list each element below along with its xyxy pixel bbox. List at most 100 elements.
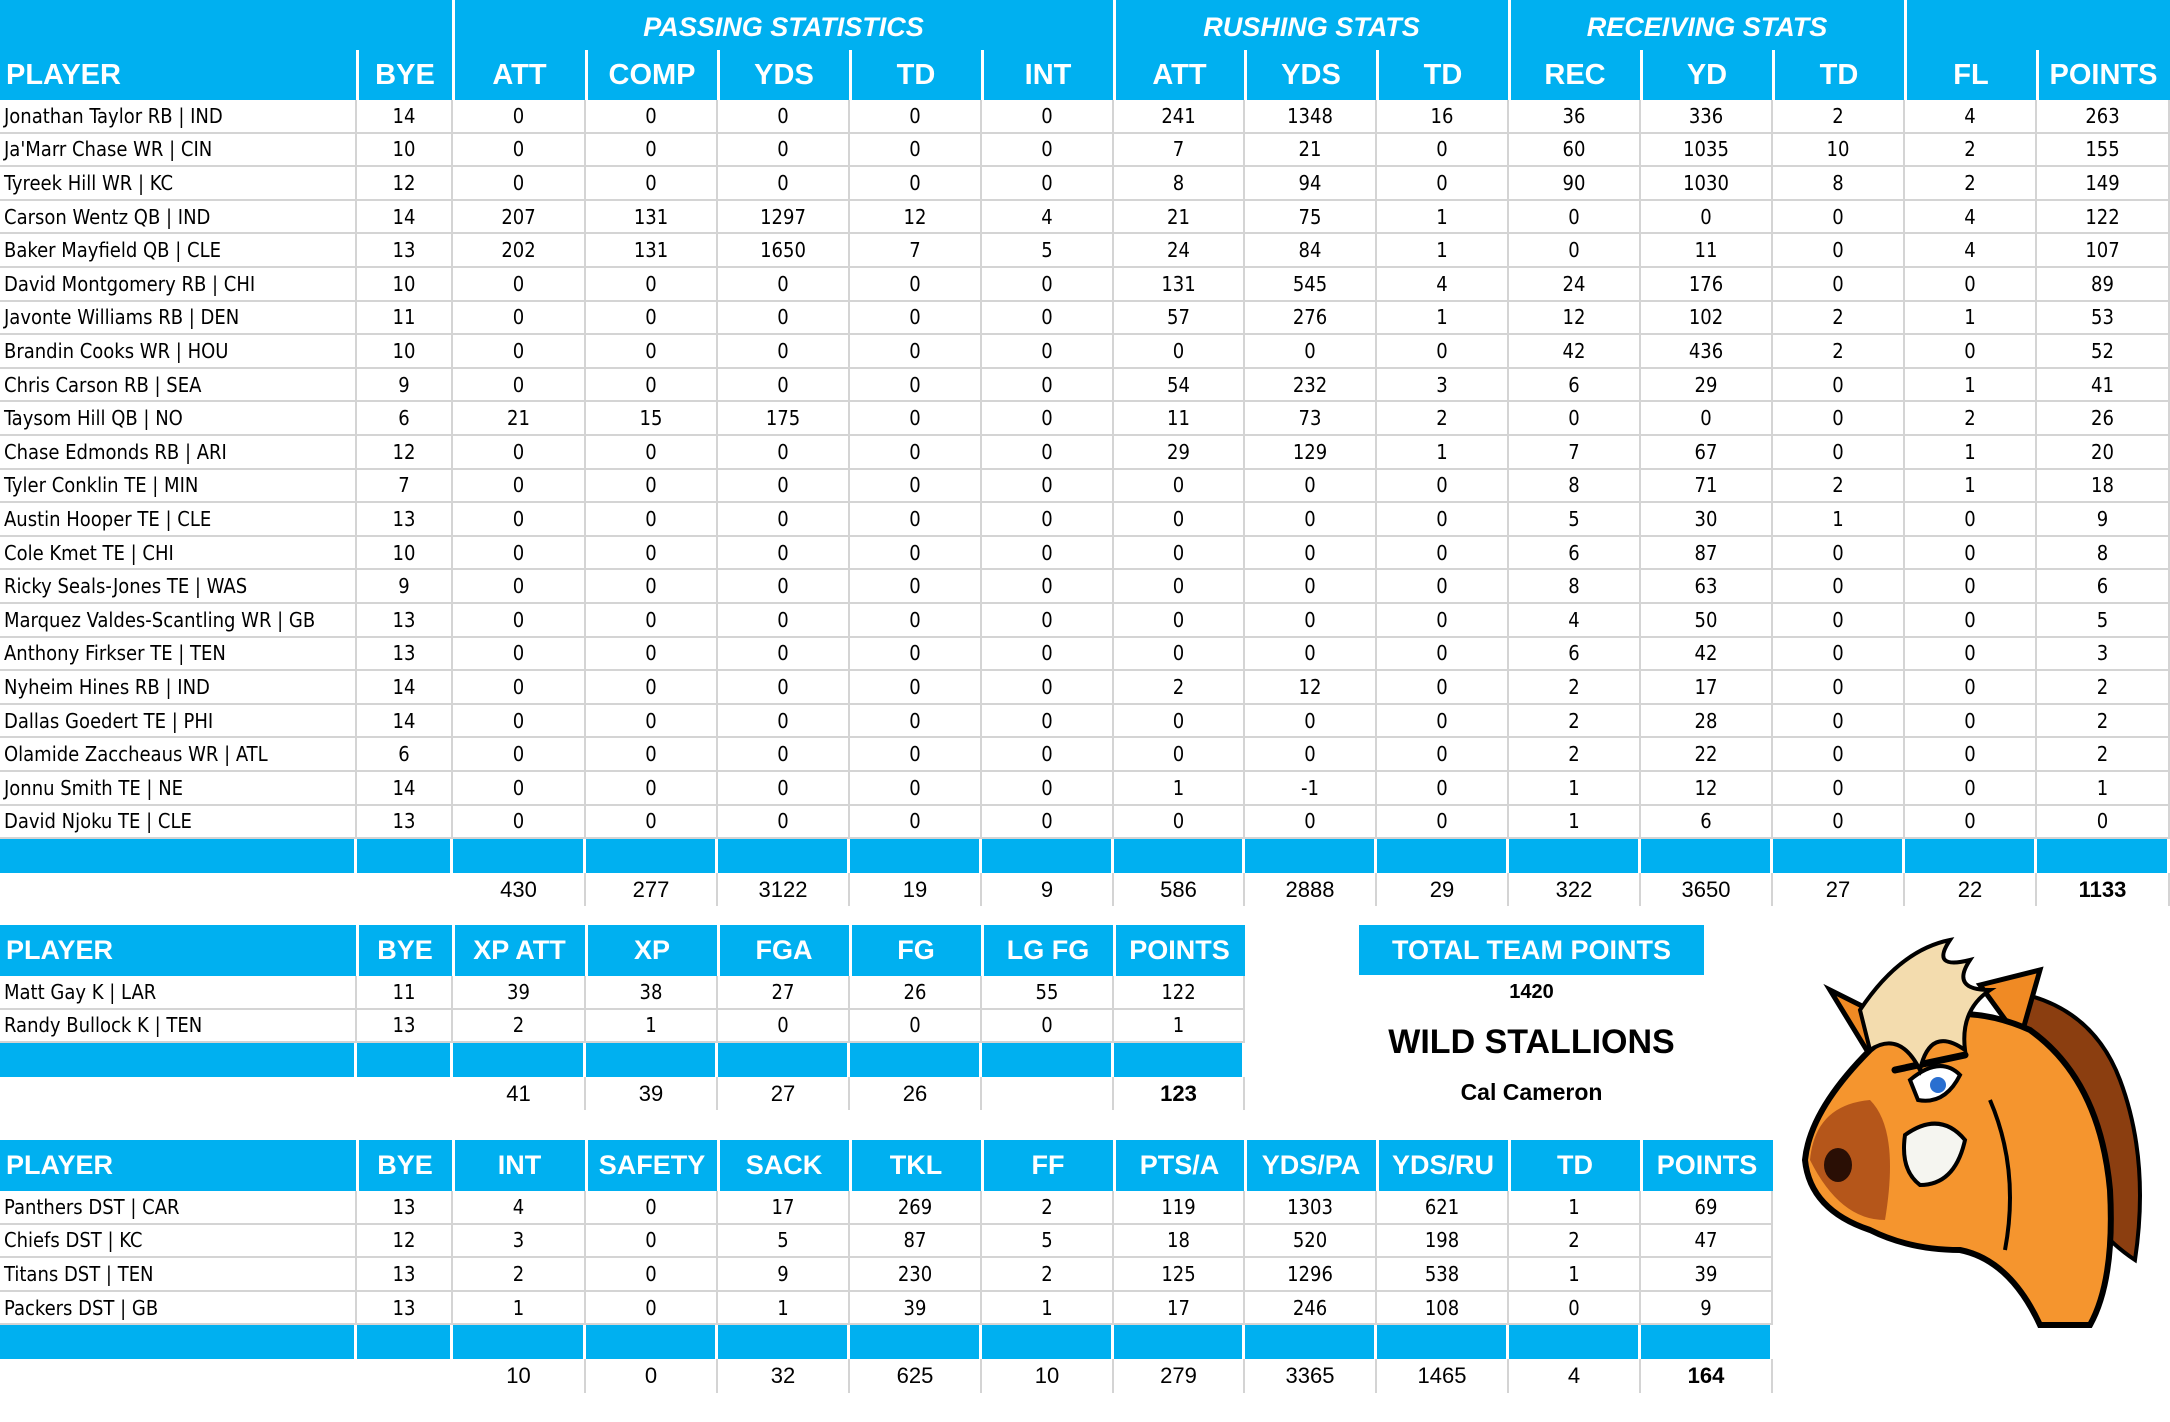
- stat-cell: 0: [1773, 805, 1905, 840]
- stat-cell: 9: [357, 368, 453, 403]
- defense-column-header-int: INT: [497, 1150, 542, 1180]
- stat-cell: 0: [982, 704, 1114, 739]
- stat-cell: 131: [586, 234, 718, 268]
- stat-cell: 1297: [718, 200, 850, 235]
- stat-cell: 39: [453, 976, 586, 1010]
- stat-cell: 10: [357, 268, 453, 302]
- stat-cell: 0: [718, 301, 850, 336]
- stat-cell: 107: [2037, 234, 2170, 268]
- stat-cell: 13: [357, 1009, 453, 1044]
- offense-total-cell: 22: [1905, 872, 2037, 907]
- offense-header-band: [0, 0, 2170, 100]
- header-column-divider: [1640, 1140, 1643, 1191]
- stat-cell: 276: [1245, 301, 1377, 336]
- stat-cell: 0: [1905, 637, 2037, 672]
- stat-cell: 4: [1905, 100, 2037, 134]
- stat-cell: 57: [1114, 301, 1245, 336]
- header-column-divider: [1244, 50, 1247, 100]
- stat-cell: 2: [1509, 1224, 1641, 1259]
- stat-cell: 0: [453, 167, 586, 201]
- stat-cell: 175: [718, 402, 850, 436]
- stat-cell: 0: [1509, 200, 1641, 235]
- stat-cell: 1: [1509, 805, 1641, 840]
- stat-cell: 6: [1509, 536, 1641, 571]
- stat-cell: 13: [357, 637, 453, 672]
- column-header-int: INT: [1024, 58, 1072, 91]
- stat-cell: 4: [982, 200, 1114, 235]
- stat-cell: 21: [1245, 133, 1377, 168]
- offense-spacer-band: [718, 839, 847, 873]
- stat-cell: 17: [1114, 1291, 1245, 1326]
- kicker-spacer-band: [357, 1043, 450, 1077]
- player-name: Nyheim Hines RB | IND: [0, 671, 357, 705]
- stat-cell: 26: [850, 976, 982, 1010]
- stat-cell: 0: [850, 301, 982, 336]
- stat-cell: 10: [1773, 133, 1905, 168]
- stat-cell: 0: [850, 604, 982, 638]
- offense-spacer-band: [1114, 839, 1242, 873]
- stat-cell: 0: [1245, 335, 1377, 369]
- stat-cell: 207: [453, 200, 586, 235]
- stat-cell: 0: [982, 503, 1114, 537]
- stat-cell: 0: [1377, 805, 1509, 840]
- offense-spacer-band: [1773, 839, 1902, 873]
- stat-cell: 131: [586, 200, 718, 235]
- stat-cell: 24: [1509, 268, 1641, 302]
- stat-cell: 0: [1377, 604, 1509, 638]
- header-column-divider: [356, 50, 359, 100]
- header-column-divider: [717, 1140, 720, 1191]
- stat-cell: 0: [982, 436, 1114, 470]
- header-column-divider: [585, 925, 588, 976]
- stat-cell: 13: [357, 234, 453, 268]
- stat-cell: 14: [357, 772, 453, 806]
- header-column-divider: [849, 50, 852, 100]
- stat-cell: 1: [1905, 469, 2037, 504]
- stat-cell: 263: [2037, 100, 2170, 134]
- stat-cell: 0: [453, 805, 586, 840]
- stat-cell: 29: [1641, 368, 1773, 403]
- defense-spacer-band: [1641, 1325, 1770, 1359]
- stat-cell: 0: [1905, 671, 2037, 705]
- stat-cell: 0: [850, 1009, 982, 1044]
- defense-header-band: [0, 1140, 1773, 1191]
- defense-spacer-band: [1114, 1325, 1242, 1359]
- stat-cell: 0: [982, 1009, 1114, 1044]
- offense-spacer-band: [0, 839, 354, 873]
- stat-cell: 0: [586, 704, 718, 739]
- header-column-divider: [1508, 50, 1511, 100]
- offense-spacer-band: [586, 839, 715, 873]
- header-column-divider: [452, 925, 455, 976]
- defense-column-header-player: PLAYER: [6, 1150, 114, 1180]
- defense-total-cell: 1465: [1377, 1359, 1509, 1393]
- player-name: Carson Wentz QB | IND: [0, 200, 357, 235]
- stat-cell: 0: [1641, 200, 1773, 235]
- offense-total-cell: 430: [453, 872, 586, 907]
- stat-cell: 0: [586, 503, 718, 537]
- kicker-spacer-band: [0, 1043, 354, 1077]
- defense-name: Titans DST | TEN: [0, 1258, 357, 1292]
- stat-cell: 0: [850, 469, 982, 504]
- defense-name: Chiefs DST | KC: [0, 1224, 357, 1259]
- stat-cell: 0: [1509, 402, 1641, 436]
- player-name: Chris Carson RB | SEA: [0, 368, 357, 403]
- header-column-divider: [2036, 50, 2039, 100]
- player-name: Dallas Goedert TE | PHI: [0, 704, 357, 739]
- stat-cell: 14: [357, 200, 453, 235]
- stat-cell: 90: [1509, 167, 1641, 201]
- stat-cell: 0: [718, 738, 850, 772]
- stat-cell: 0: [1773, 268, 1905, 302]
- stat-cell: 0: [982, 100, 1114, 134]
- stat-cell: 55: [982, 976, 1114, 1010]
- stat-cell: 4: [1509, 604, 1641, 638]
- kicker-spacer-band: [586, 1043, 715, 1077]
- player-name: Anthony Firkser TE | TEN: [0, 637, 357, 672]
- stat-cell: 0: [586, 637, 718, 672]
- stat-cell: 28: [1641, 704, 1773, 739]
- stat-cell: 0: [1773, 436, 1905, 470]
- defense-total-cell: 10: [982, 1359, 1114, 1393]
- header-column-divider: [981, 925, 984, 976]
- stat-cell: 436: [1641, 335, 1773, 369]
- kicker-name: Randy Bullock K | TEN: [0, 1009, 357, 1044]
- defense-name: Packers DST | GB: [0, 1291, 357, 1326]
- stat-cell: 108: [1377, 1291, 1509, 1326]
